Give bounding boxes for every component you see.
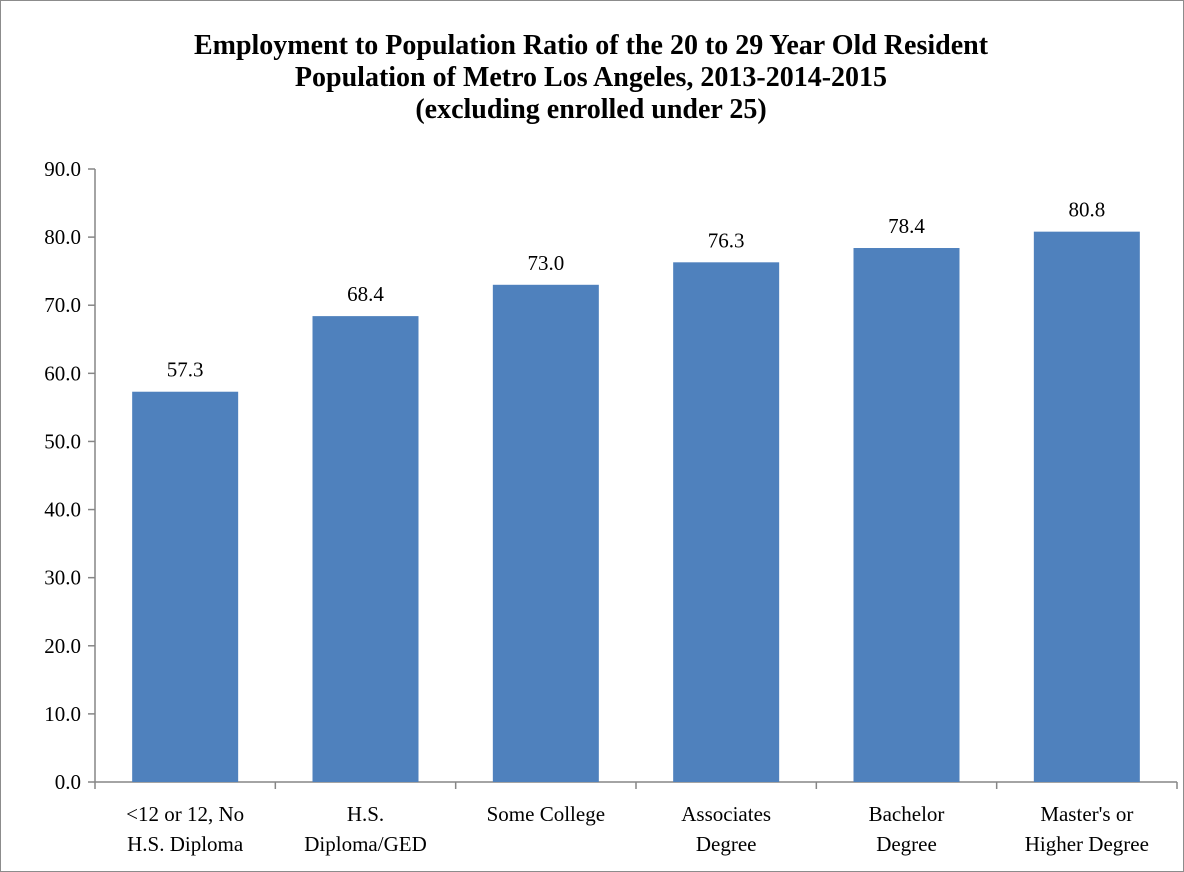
y-tick-label: 10.0: [44, 702, 81, 726]
y-tick-label: 90.0: [44, 157, 81, 181]
data-label: 80.8: [1068, 198, 1105, 222]
y-tick-label: 80.0: [44, 225, 81, 249]
chart-title-line-2: Population of Metro Los Angeles, 2013-20…: [294, 62, 888, 93]
data-label: 73.0: [527, 251, 564, 275]
category-label: H.S.: [347, 802, 384, 826]
y-tick-label: 70.0: [44, 293, 81, 317]
chart-title-line-3: (excluding enrolled under 25): [415, 94, 767, 125]
category-label: Some College: [487, 802, 605, 826]
category-label: Degree: [876, 832, 937, 856]
x-axis: [94, 781, 1178, 789]
y-tick-label: 50.0: [44, 429, 81, 453]
data-label: 68.4: [347, 282, 384, 306]
bar: [853, 248, 960, 782]
bar: [673, 262, 780, 782]
category-label: Diploma/GED: [304, 832, 426, 856]
category-label: H.S. Diploma: [127, 832, 244, 856]
category-label: <12 or 12, No: [126, 802, 244, 826]
y-tick-label: 20.0: [44, 634, 81, 658]
y-axis: 0.0 10.0 20.0 30.0 40.0 50.0 60.0 70.0 80.0 90.0: [44, 157, 96, 794]
y-tick-label: 30.0: [44, 566, 81, 590]
data-label: 76.3: [708, 228, 745, 252]
category-label: Master's or: [1040, 802, 1133, 826]
category-label: Higher Degree: [1025, 832, 1149, 856]
bar: [1033, 231, 1140, 782]
category-label: Degree: [696, 832, 757, 856]
y-tick-label: 60.0: [44, 361, 81, 385]
chart-title-line-1: Employment to Population Ratio of the 20…: [193, 30, 989, 61]
category-label: Bachelor: [869, 802, 945, 826]
bar-series: [132, 231, 1140, 782]
y-tick-label: 40.0: [44, 498, 81, 522]
category-labels: <12 or 12, No H.S. Diploma H.S. Diploma/GED…: [126, 802, 1149, 856]
category-label: Associates: [681, 802, 771, 826]
data-label: 57.3: [167, 358, 204, 382]
data-labels: 57.3 68.4 73.0 76.3 78.4 80.8: [167, 198, 1105, 382]
y-tick-label: 0.0: [55, 770, 81, 794]
data-label: 78.4: [888, 214, 925, 238]
bar: [132, 391, 239, 782]
chart-title: Employment to Population Ratio of the 20…: [0, 30, 1182, 126]
bar: [312, 316, 419, 782]
bar: [492, 284, 599, 782]
